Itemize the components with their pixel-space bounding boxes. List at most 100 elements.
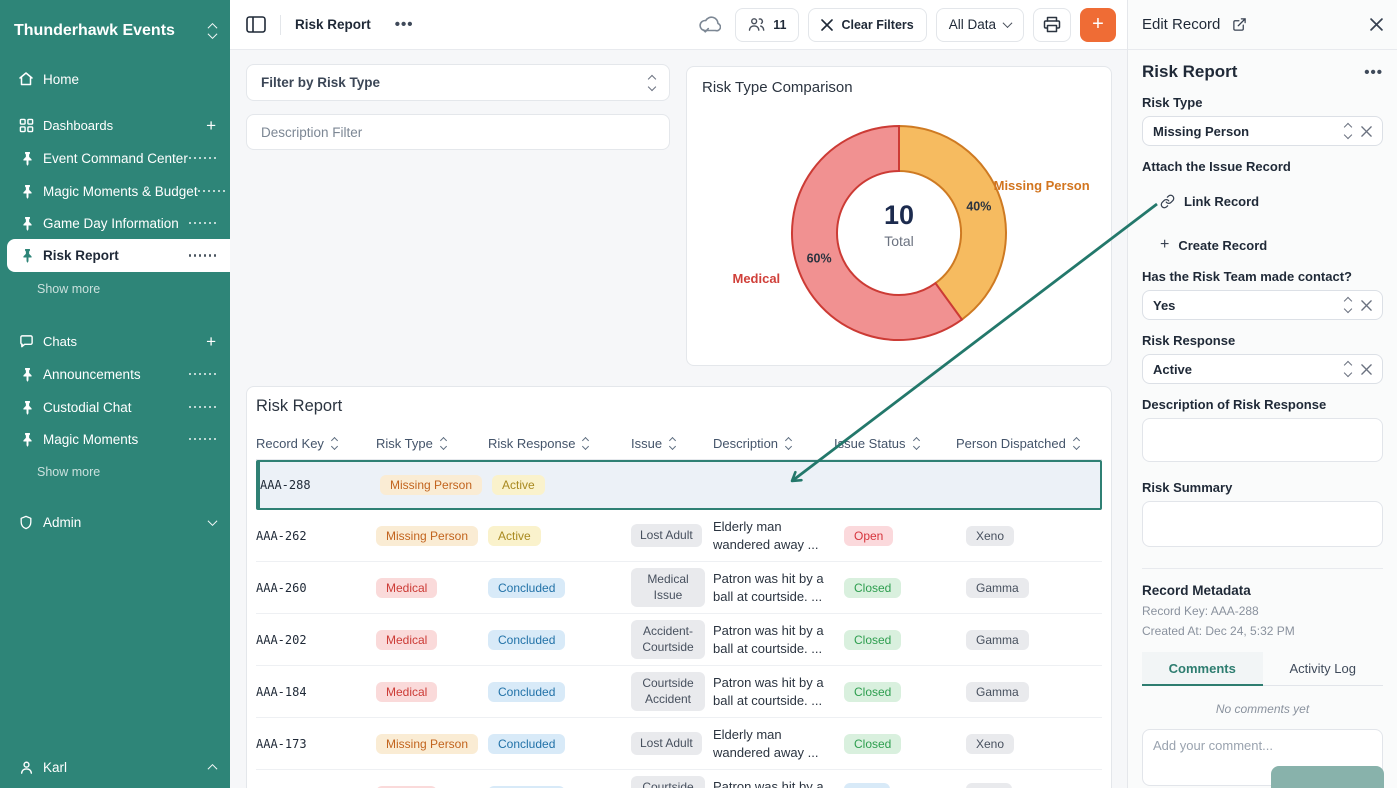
page-title: Risk Report [295,17,371,32]
column-header-issue-status[interactable]: Issue Status [834,436,956,451]
clear-filters-button[interactable]: Clear Filters [808,7,927,42]
tab-comments[interactable]: Comments [1142,652,1263,686]
pin-icon [21,150,34,166]
table-row-selected[interactable]: AAA-288 Missing Person Active [256,460,1102,510]
sidebar-section-dashboards[interactable]: Dashboards + [0,109,230,141]
tab-activity-log[interactable]: Activity Log [1262,652,1383,686]
clear-value-icon[interactable] [1361,363,1372,375]
page-menu-icon[interactable]: ••• [394,16,414,33]
issue-badge: Lost Adult [631,731,702,756]
print-button[interactable] [1033,7,1071,42]
panel-header: Edit Record [1128,0,1397,50]
column-header-issue[interactable]: Issue [631,436,713,451]
section-label: Chats [43,333,77,349]
workspace-name: Thunderhawk Events [14,22,175,39]
person-dispatched-badge [966,783,1012,788]
drag-handle-icon[interactable] [188,372,216,376]
sort-icon [1072,436,1080,451]
link-icon [1160,194,1175,208]
chevron-updown-icon [1343,296,1353,314]
column-header-person-dispatched[interactable]: Person Dispatched [956,436,1102,451]
open-in-new-icon[interactable] [1232,17,1247,32]
table-header-row: Record Key Risk Type Risk Response Issue… [256,428,1102,460]
chats-show-more[interactable]: Show more [37,465,101,479]
drag-handle-icon[interactable] [188,437,216,441]
column-header-record-key[interactable]: Record Key [256,436,376,451]
donut-chart: 40%Missing Person 60% Medical [732,124,1090,341]
description-filter-input[interactable]: Description Filter [246,114,670,150]
risk-response-badge: Concluded [488,681,566,702]
risk-type-comparison-card: Risk Type Comparison 40% Missing Person 60… [686,66,1112,366]
dashboards-show-more[interactable]: Show more [37,282,101,296]
sidebar-item-game-day-information[interactable]: Game Day Information [0,207,230,239]
issue-status-badge: Closed [844,629,902,650]
sidebar-item-label: Custodial Chat [43,399,132,415]
sort-icon [582,436,590,451]
risk-response-badge: Concluded [488,785,566,788]
sidebar-item-home[interactable]: Home [0,63,230,95]
workspace-switcher[interactable]: Thunderhawk Events [0,14,230,48]
sidebar-item-magic-moments[interactable]: Magic Moments [0,423,230,455]
drag-handle-icon[interactable] [188,221,216,225]
add-chat-button[interactable]: + [206,331,216,351]
main-content: Filter by Risk Type Description Filter R… [230,50,1127,788]
issue-status-badge: Closed [844,681,902,702]
drag-handle-icon[interactable] [188,254,216,257]
risk-type-select[interactable]: Missing Person [1142,116,1383,146]
sidebar-item-admin[interactable]: Admin [0,506,230,538]
column-header-risk-type[interactable]: Risk Type [376,436,488,451]
chevron-down-icon [1002,18,1013,29]
form-menu-icon[interactable]: ••• [1364,63,1383,81]
risk-summary-label: Risk Summary [1142,480,1233,495]
clear-value-icon[interactable] [1361,299,1372,311]
risk-type-filter-select[interactable]: Filter by Risk Type [246,64,670,101]
created-at-meta: Created At: Dec 24, 5:32 PM [1142,624,1295,638]
pin-icon [21,183,34,199]
link-record-button[interactable]: Link Record [1160,190,1383,212]
person-dispatched-badge: Xeno [966,525,1015,546]
risk-report-table-card: Risk Report Record Key Risk Type Risk Re… [246,386,1112,788]
sidebar-item-label: Event Command Center [43,150,188,166]
sidebar-item-risk-report-active[interactable]: Risk Report [7,239,230,272]
collaborators-button[interactable]: 11 [735,7,800,42]
drag-handle-icon[interactable] [188,405,216,409]
description-cell: Patron was hit by a ball at courtside. .… [713,778,824,788]
svg-text:60%: 60% [807,251,832,265]
drag-handle-icon[interactable] [188,156,216,160]
table-row-partial[interactable]: Medical Concluded Courtside Accident Pat… [256,770,1102,788]
table-row[interactable]: AAA-173 Missing Person Concluded Lost Ad… [256,718,1102,770]
sidebar-item-event-command-center[interactable]: Event Command Center [0,142,230,174]
clear-value-icon[interactable] [1361,125,1372,137]
risk-type-badge: Missing Person [376,733,479,754]
sidebar-toggle-icon[interactable] [246,16,266,33]
sidebar-section-chats[interactable]: Chats + [0,325,230,357]
user-menu[interactable]: Karl [0,751,230,783]
add-comment-button[interactable] [1271,766,1384,788]
sidebar-item-magic-moments-budget[interactable]: Magic Moments & Budget [0,175,230,207]
risk-response-select[interactable]: Active [1142,354,1383,384]
table-row[interactable]: AAA-260 Medical Concluded Medical Issue … [256,562,1102,614]
close-panel-icon[interactable] [1370,18,1383,31]
table-row[interactable]: AAA-262 Missing Person Active Lost Adult… [256,510,1102,562]
contact-select[interactable]: Yes [1142,290,1383,320]
column-header-risk-response[interactable]: Risk Response [488,436,631,451]
risk-summary-input[interactable] [1142,501,1383,547]
description-of-risk-response-input[interactable] [1142,418,1383,462]
drag-handle-icon[interactable] [197,189,226,193]
table-row[interactable]: AAA-184 Medical Concluded Courtside Acci… [256,666,1102,718]
sidebar-item-label: Home [43,71,80,87]
add-dashboard-button[interactable]: + [206,115,216,135]
person-dispatched-badge: Gamma [966,629,1029,650]
risk-type-badge: Medical [376,629,438,650]
column-header-description[interactable]: Description [713,436,834,451]
data-scope-dropdown[interactable]: All Data [935,7,1024,42]
pin-icon [21,399,34,415]
user-name: Karl [43,759,68,775]
sidebar-item-custodial-chat[interactable]: Custodial Chat [0,391,230,423]
sidebar-item-announcements[interactable]: Announcements [0,358,230,390]
dashboards-icon [18,117,34,133]
table-row[interactable]: AAA-202 Medical Concluded Accident-Court… [256,614,1102,666]
sort-icon [330,436,338,451]
create-record-button[interactable]: + Create Record [1160,236,1268,253]
add-record-button[interactable]: + [1080,7,1116,42]
